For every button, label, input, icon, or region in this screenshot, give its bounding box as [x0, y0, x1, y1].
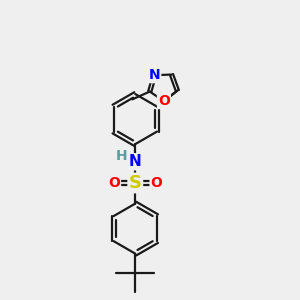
Text: S: S [129, 174, 142, 192]
Text: N: N [148, 68, 160, 82]
Text: O: O [151, 176, 162, 190]
Text: O: O [158, 94, 170, 108]
Text: N: N [129, 154, 142, 169]
Text: O: O [108, 176, 120, 190]
Text: H: H [116, 149, 128, 164]
